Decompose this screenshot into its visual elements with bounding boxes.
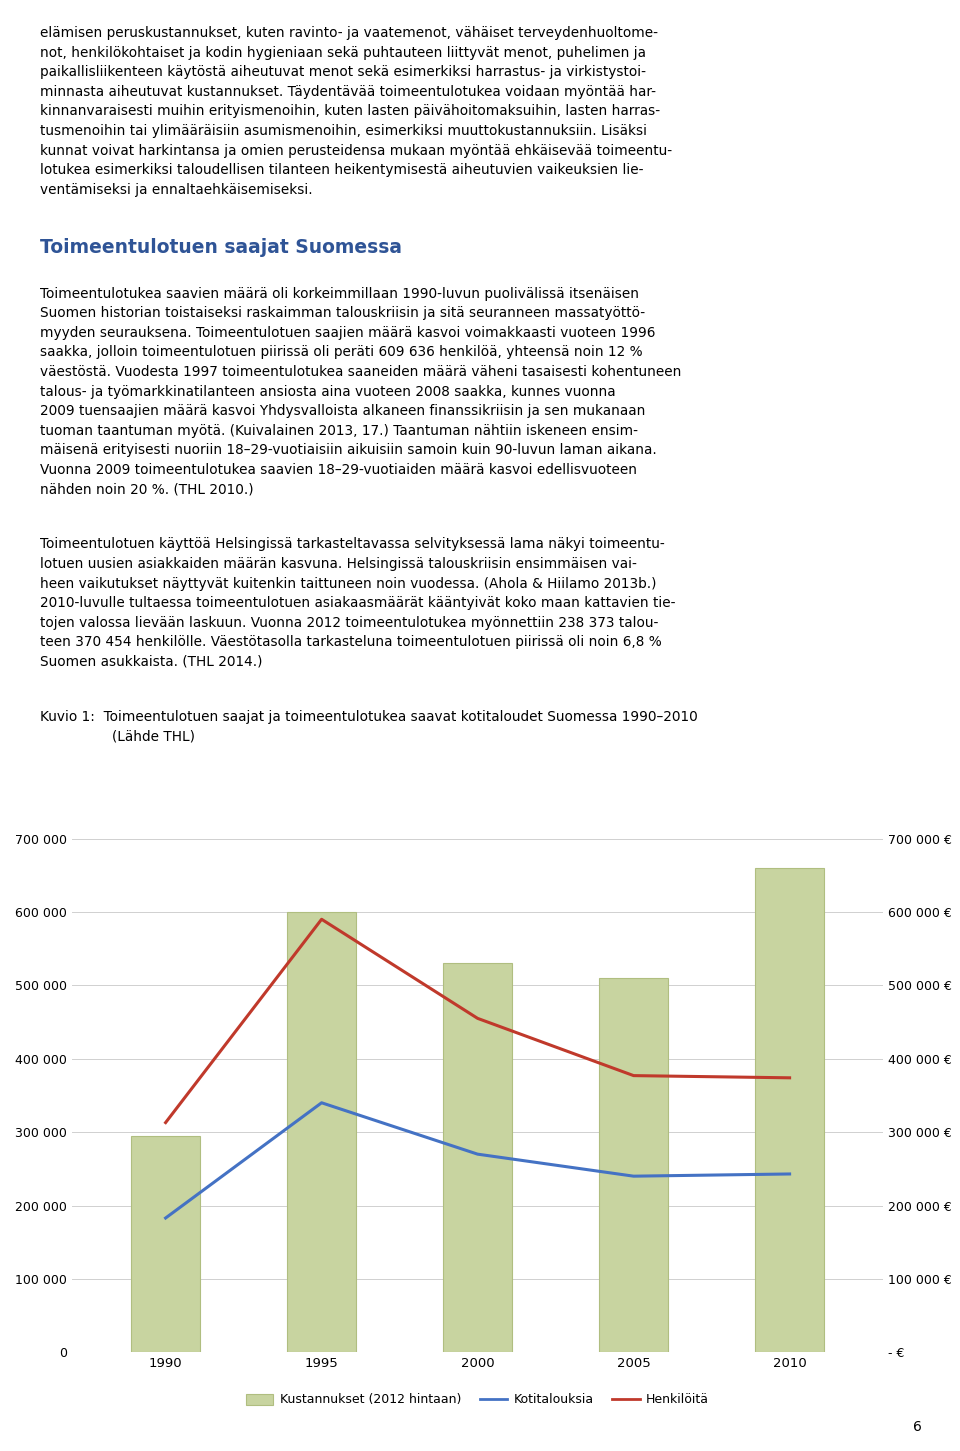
Text: myyden seurauksena. Toimeentulotuen saajien määrä kasvoi voimakkaasti vuoteen 19: myyden seurauksena. Toimeentulotuen saaj… (40, 326, 656, 340)
Text: Suomen asukkaista. (THL 2014.): Suomen asukkaista. (THL 2014.) (40, 654, 263, 669)
Text: kunnat voivat harkintansa ja omien perusteidensa mukaan myöntää ehkäisevää toime: kunnat voivat harkintansa ja omien perus… (40, 144, 672, 158)
Text: lotuen uusien asiakkaiden määrän kasvuna. Helsingissä talouskriisin ensimmäisen : lotuen uusien asiakkaiden määrän kasvuna… (40, 557, 637, 570)
Text: ventämiseksi ja ennaltaehkäisemiseksi.: ventämiseksi ja ennaltaehkäisemiseksi. (40, 183, 313, 197)
Text: väestöstä. Vuodesta 1997 toimeentulotukea saaneiden määrä väheni tasaisesti kohe: väestöstä. Vuodesta 1997 toimeentulotuke… (40, 366, 682, 379)
Text: not, henkilökohtaiset ja kodin hygieniaan sekä puhtauteen liittyvät menot, puhel: not, henkilökohtaiset ja kodin hygieniaa… (40, 45, 646, 59)
Text: Vuonna 2009 toimeentulotukea saavien 18–29-vuotiaiden määrä kasvoi edellisvuotee: Vuonna 2009 toimeentulotukea saavien 18–… (40, 463, 637, 477)
Text: 2009 tuensaajien määrä kasvoi Yhdysvalloista alkaneen finanssikriisin ja sen muk: 2009 tuensaajien määrä kasvoi Yhdysvallo… (40, 405, 646, 418)
Text: heen vaikutukset näyttyvät kuitenkin taittuneen noin vuodessa. (Ahola & Hiilamo : heen vaikutukset näyttyvät kuitenkin tai… (40, 576, 657, 591)
Text: Toimeentulotuen käyttöä Helsingissä tarkasteltavassa selvityksessä lama näkyi to: Toimeentulotuen käyttöä Helsingissä tark… (40, 537, 665, 551)
Text: Toimeentulotukea saavien määrä oli korkeimmillaan 1990-luvun puolivälissä itsenä: Toimeentulotukea saavien määrä oli korke… (40, 287, 639, 300)
Text: 6: 6 (913, 1419, 922, 1434)
Text: minnasta aiheutuvat kustannukset. Täydentävää toimeentulotukea voidaan myöntää h: minnasta aiheutuvat kustannukset. Täyden… (40, 84, 657, 99)
Bar (132, 1136, 200, 1352)
Text: tuoman taantuman myötä. (Kuivalainen 2013, 17.) Taantuman nähtiin iskeneen ensim: tuoman taantuman myötä. (Kuivalainen 201… (40, 424, 638, 438)
Text: paikallisliikenteen käytöstä aiheutuvat menot sekä esimerkiksi harrastus- ja vir: paikallisliikenteen käytöstä aiheutuvat … (40, 65, 646, 80)
Text: 2010-luvulle tultaessa toimeentulotuen asiakaasmäärät kääntyivät koko maan katta: 2010-luvulle tultaessa toimeentulotuen a… (40, 596, 676, 609)
Text: kinnanvaraisesti muihin erityismenoihin, kuten lasten päivähoitomaksuihin, laste: kinnanvaraisesti muihin erityismenoihin,… (40, 104, 660, 119)
Text: talous- ja työmarkkinatilanteen ansiosta aina vuoteen 2008 saakka, kunnes vuonna: talous- ja työmarkkinatilanteen ansiosta… (40, 385, 616, 399)
Text: Kuvio 1:  Toimeentulotuen saajat ja toimeentulotukea saavat kotitaloudet Suomess: Kuvio 1: Toimeentulotuen saajat ja toime… (40, 710, 698, 724)
Text: (Lähde THL): (Lähde THL) (112, 730, 195, 743)
Text: Toimeentulotuen saajat Suomessa: Toimeentulotuen saajat Suomessa (40, 238, 402, 257)
Text: teen 370 454 henkilölle. Väestötasolla tarkasteluna toimeentulotuen piirissä oli: teen 370 454 henkilölle. Väestötasolla t… (40, 636, 662, 649)
Text: Suomen historian toistaiseksi raskaimman talouskriisin ja sitä seuranneen massat: Suomen historian toistaiseksi raskaimman… (40, 306, 645, 321)
Text: nähden noin 20 %. (THL 2010.): nähden noin 20 %. (THL 2010.) (40, 483, 254, 496)
Legend: Kustannukset (2012 hintaan), Kotitalouksia, Henkilöitä: Kustannukset (2012 hintaan), Kotitalouks… (241, 1389, 714, 1412)
Text: tojen valossa lievään laskuun. Vuonna 2012 toimeentulotukea myönnettiin 238 373 : tojen valossa lievään laskuun. Vuonna 20… (40, 615, 659, 630)
Text: tusmenoihin tai ylimääräisiin asumismenoihin, esimerkiksi muuttokustannuksiin. L: tusmenoihin tai ylimääräisiin asumismeno… (40, 123, 647, 138)
Bar (287, 911, 356, 1352)
Text: elämisen peruskustannukset, kuten ravinto- ja vaatemenot, vähäiset terveydenhuol: elämisen peruskustannukset, kuten ravint… (40, 26, 659, 41)
Bar (599, 978, 668, 1352)
Text: mäisenä erityisesti nuoriin 18–29-vuotiaisiin aikuisiin samoin kuin 90-luvun lam: mäisenä erityisesti nuoriin 18–29-vuotia… (40, 444, 657, 457)
Text: saakka, jolloin toimeentulotuen piirissä oli peräti 609 636 henkilöä, yhteensä n: saakka, jolloin toimeentulotuen piirissä… (40, 345, 643, 360)
Text: lotukea esimerkiksi taloudellisen tilanteen heikentymisestä aiheutuvien vaikeuks: lotukea esimerkiksi taloudellisen tilant… (40, 163, 644, 177)
Bar (444, 963, 512, 1352)
Bar (756, 868, 824, 1352)
